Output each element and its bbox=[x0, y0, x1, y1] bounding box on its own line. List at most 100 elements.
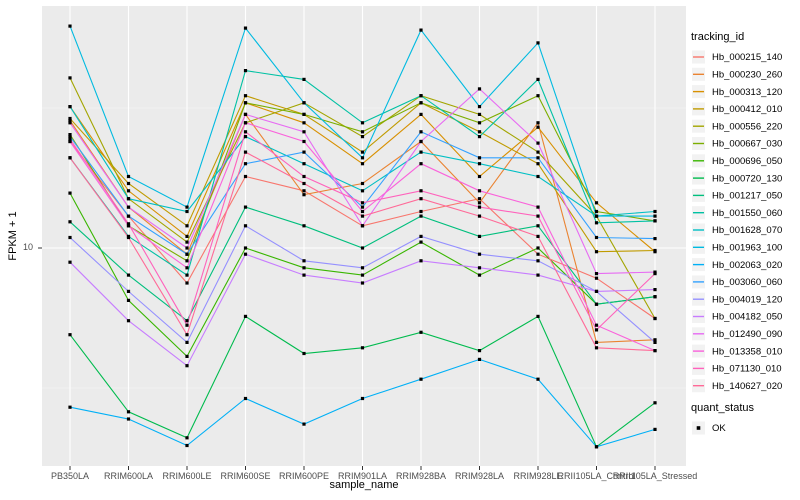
data-point bbox=[477, 87, 482, 91]
legend-label: Hb_001628_070 bbox=[712, 225, 782, 236]
data-point bbox=[536, 94, 540, 98]
data-point bbox=[594, 340, 599, 344]
data-point bbox=[536, 314, 540, 318]
data-point bbox=[360, 130, 365, 134]
legend-label: Hb_000412_010 bbox=[712, 104, 782, 115]
data-point bbox=[536, 252, 540, 256]
data-point bbox=[653, 237, 657, 241]
data-point bbox=[360, 396, 365, 401]
legend-label: Hb_013358_010 bbox=[712, 346, 782, 357]
data-point bbox=[126, 289, 131, 293]
legend-label: Hb_012490_090 bbox=[712, 329, 782, 340]
data-point bbox=[360, 214, 365, 218]
x-axis-title: sample_name bbox=[329, 479, 399, 491]
data-point bbox=[360, 150, 365, 154]
data-point bbox=[536, 162, 540, 166]
y-axis-tick-label: 10 bbox=[22, 242, 33, 252]
x-tick-label: RRIM600LE bbox=[162, 471, 211, 481]
data-point bbox=[302, 422, 306, 426]
data-point bbox=[126, 273, 131, 277]
data-point bbox=[419, 150, 423, 154]
legend-label: Hb_004182_050 bbox=[712, 312, 782, 323]
legend-label: Hb_140627_020 bbox=[712, 381, 782, 392]
data-point bbox=[68, 24, 72, 28]
legend-label: Hb_000667_030 bbox=[712, 139, 782, 150]
data-point bbox=[302, 112, 306, 116]
x-tick-label: RRIM901LA bbox=[338, 471, 387, 481]
data-point bbox=[594, 250, 599, 254]
data-point bbox=[653, 209, 657, 214]
data-point bbox=[477, 112, 482, 116]
data-point bbox=[536, 121, 540, 125]
data-point bbox=[68, 139, 72, 144]
data-point bbox=[302, 224, 306, 228]
data-point bbox=[126, 181, 131, 186]
data-point bbox=[419, 377, 423, 381]
data-point bbox=[360, 189, 365, 193]
data-point bbox=[243, 162, 248, 166]
data-point bbox=[536, 224, 540, 228]
data-point bbox=[360, 281, 365, 285]
data-point bbox=[594, 289, 599, 293]
legend-label: Hb_002063_020 bbox=[712, 260, 782, 271]
data-point bbox=[419, 240, 423, 244]
data-point bbox=[653, 288, 657, 292]
data-point bbox=[360, 209, 365, 214]
data-point bbox=[126, 410, 131, 414]
data-point bbox=[653, 248, 657, 253]
data-point bbox=[594, 201, 599, 205]
data-point bbox=[68, 260, 72, 264]
data-point bbox=[594, 323, 599, 327]
legend-label: Hb_000215_140 bbox=[712, 52, 782, 63]
data-point bbox=[185, 252, 189, 256]
data-point bbox=[243, 135, 248, 139]
quant-legend-marker bbox=[696, 426, 701, 430]
data-point bbox=[594, 445, 599, 449]
data-point bbox=[419, 259, 423, 263]
data-point bbox=[360, 266, 365, 270]
data-point bbox=[185, 209, 189, 214]
data-point bbox=[536, 141, 540, 145]
data-point bbox=[185, 436, 189, 440]
data-point bbox=[536, 174, 540, 179]
data-point bbox=[536, 273, 540, 277]
data-point bbox=[243, 396, 248, 401]
data-point bbox=[360, 224, 365, 228]
data-point bbox=[653, 427, 657, 431]
x-tick-label: RRIM928BA bbox=[396, 471, 446, 481]
legend-label: Hb_000313_120 bbox=[712, 87, 782, 98]
data-point bbox=[68, 191, 72, 195]
data-point bbox=[68, 105, 72, 109]
data-point bbox=[126, 214, 131, 218]
data-point bbox=[536, 377, 540, 381]
data-point bbox=[185, 240, 189, 244]
data-point bbox=[302, 273, 306, 277]
data-point bbox=[419, 197, 423, 201]
data-point bbox=[419, 130, 423, 134]
legend-label: Hb_001217_050 bbox=[712, 191, 782, 202]
data-point bbox=[302, 121, 306, 125]
data-point bbox=[185, 266, 189, 270]
legend-label: Hb_004019_120 bbox=[712, 294, 782, 305]
data-point bbox=[68, 333, 72, 337]
data-point bbox=[594, 209, 599, 214]
legend-label: Hb_003060_060 bbox=[712, 277, 782, 288]
data-point bbox=[419, 189, 423, 193]
data-point bbox=[243, 224, 248, 228]
data-point bbox=[360, 121, 365, 125]
data-point bbox=[477, 205, 482, 209]
x-tick-label: RRIM600SE bbox=[220, 471, 270, 481]
data-point bbox=[536, 125, 540, 129]
legend-label: Hb_001550_060 bbox=[712, 208, 782, 219]
x-tick-label: RRIM600PE bbox=[279, 471, 329, 481]
data-point bbox=[243, 121, 248, 125]
data-point bbox=[302, 77, 306, 81]
data-point bbox=[594, 235, 599, 240]
data-point bbox=[302, 351, 306, 356]
data-point bbox=[594, 221, 599, 225]
data-point bbox=[126, 174, 131, 179]
legend-label: Hb_000556_220 bbox=[712, 121, 782, 132]
data-point bbox=[477, 156, 482, 160]
data-point bbox=[185, 340, 189, 344]
data-point bbox=[243, 314, 248, 318]
